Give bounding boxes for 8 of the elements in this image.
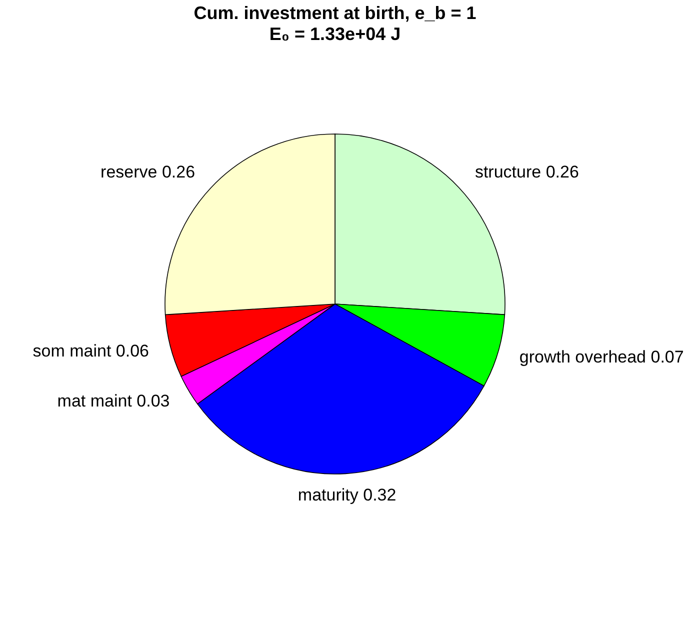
slice-label: som maint 0.06 — [32, 342, 150, 361]
slice-label: growth overhead 0.07 — [519, 348, 684, 367]
chart-title: Cum. investment at birth, e_b = 1 — [194, 3, 476, 23]
chart-subtitle: E₀ = 1.33e+04 J — [269, 24, 401, 44]
slice-label: reserve 0.26 — [100, 162, 196, 182]
slice-label: mat maint 0.03 — [57, 392, 170, 411]
slice-label: structure 0.26 — [474, 162, 579, 182]
slice-label: maturity 0.32 — [298, 486, 396, 505]
